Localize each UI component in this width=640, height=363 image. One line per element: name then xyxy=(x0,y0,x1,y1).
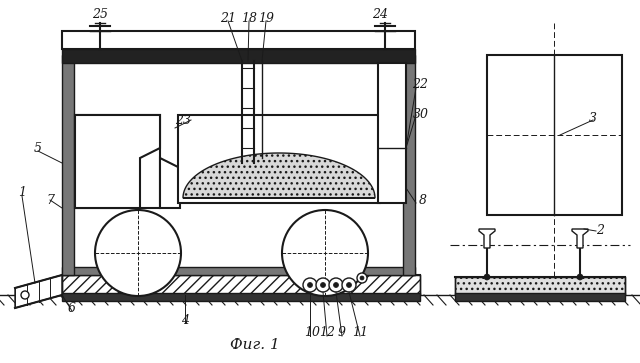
Polygon shape xyxy=(160,158,180,208)
Circle shape xyxy=(95,210,181,296)
Bar xyxy=(178,115,380,203)
Text: 9: 9 xyxy=(338,326,346,339)
Circle shape xyxy=(333,282,339,287)
Polygon shape xyxy=(183,153,375,198)
Circle shape xyxy=(21,291,29,299)
Bar xyxy=(62,31,415,49)
Circle shape xyxy=(321,282,326,287)
Text: 8: 8 xyxy=(419,195,427,208)
Circle shape xyxy=(346,282,351,287)
Circle shape xyxy=(307,282,312,287)
Text: 2: 2 xyxy=(596,224,604,237)
Bar xyxy=(75,115,160,208)
Bar xyxy=(62,49,415,63)
Polygon shape xyxy=(15,275,62,308)
Text: 22: 22 xyxy=(412,78,428,91)
Text: 21: 21 xyxy=(220,12,236,24)
Text: 12: 12 xyxy=(319,326,335,339)
Text: 4: 4 xyxy=(181,314,189,327)
Bar xyxy=(487,55,622,215)
Circle shape xyxy=(303,278,317,292)
Bar xyxy=(62,267,415,275)
Circle shape xyxy=(316,278,330,292)
Text: 18: 18 xyxy=(241,12,257,24)
Text: 30: 30 xyxy=(413,109,429,122)
Bar xyxy=(378,63,406,203)
Text: 6: 6 xyxy=(68,302,76,314)
Text: 10: 10 xyxy=(304,326,320,339)
Polygon shape xyxy=(572,229,588,248)
Text: 23: 23 xyxy=(175,114,191,126)
Polygon shape xyxy=(479,229,495,248)
Bar xyxy=(62,55,74,275)
Text: 19: 19 xyxy=(258,12,274,24)
Polygon shape xyxy=(75,115,160,208)
Text: Фиг. 1: Фиг. 1 xyxy=(230,338,280,352)
Circle shape xyxy=(484,274,490,280)
Text: 24: 24 xyxy=(372,8,388,21)
Text: 5: 5 xyxy=(34,142,42,155)
Text: 1: 1 xyxy=(18,187,26,200)
Text: 7: 7 xyxy=(46,193,54,207)
Bar xyxy=(403,55,415,275)
Bar xyxy=(455,293,625,301)
Bar xyxy=(62,293,420,301)
Circle shape xyxy=(342,278,356,292)
Bar xyxy=(62,275,420,295)
Bar xyxy=(74,63,403,267)
Circle shape xyxy=(360,276,364,280)
Circle shape xyxy=(282,210,368,296)
Circle shape xyxy=(329,278,343,292)
Circle shape xyxy=(577,274,583,280)
Circle shape xyxy=(357,273,367,283)
Bar xyxy=(455,277,625,295)
Text: 11: 11 xyxy=(352,326,368,339)
Text: 3: 3 xyxy=(589,111,597,125)
Text: 25: 25 xyxy=(92,8,108,21)
